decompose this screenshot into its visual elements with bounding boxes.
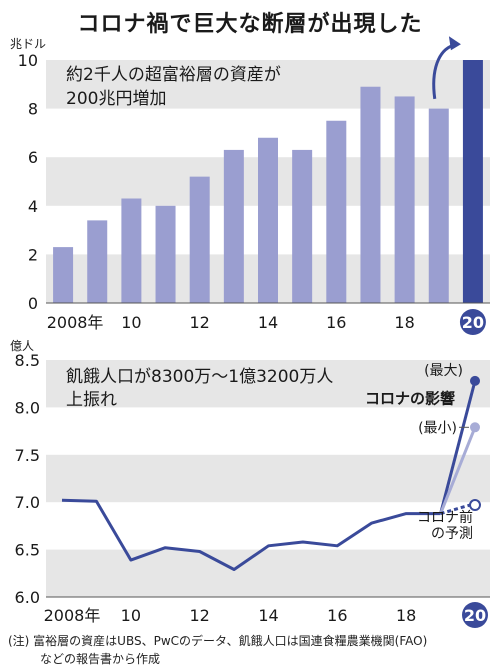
x-tick-label: 2008年: [44, 606, 101, 625]
x-tick-label: 20: [462, 313, 484, 332]
scenario-min-point: [470, 422, 480, 433]
bar: [121, 198, 142, 303]
bar: [155, 205, 176, 303]
y-tick-label: 6.0: [15, 588, 40, 607]
bar-highlight: [462, 60, 483, 303]
bar: [394, 96, 415, 303]
x-tick-label: 10: [121, 606, 141, 625]
scenario-label-precovid: の予測: [431, 526, 473, 542]
footnote-line-2: などの報告書から作成: [40, 652, 161, 666]
y-tick-label: 6: [28, 148, 38, 167]
x-tick-label: 18: [396, 606, 416, 625]
title-bar: コロナ禍で巨大な断層が出現した: [0, 0, 500, 42]
y-tick-label: 6.5: [15, 541, 40, 560]
x-tick-label: 12: [190, 313, 210, 332]
year-badge: [462, 602, 488, 628]
bar: [258, 137, 278, 303]
scenario-max-point: [470, 375, 480, 386]
bar: [87, 220, 108, 303]
scenario-precovid-point: [469, 499, 481, 512]
x-tick-label: 20: [464, 606, 486, 625]
bar: [53, 247, 74, 303]
y-tick-label: 2: [28, 245, 38, 264]
y-tick-label: 8.0: [15, 398, 40, 417]
annotation-line: 上振れ: [66, 390, 117, 410]
x-tick-label: 2008年: [47, 313, 104, 332]
x-tick-label: 10: [121, 313, 141, 332]
scenario-min-line: [439, 426, 477, 515]
x-tick-label: 16: [327, 606, 347, 625]
bar: [292, 149, 313, 303]
bar: [360, 86, 381, 303]
bar: [223, 149, 244, 303]
series-line: [61, 498, 441, 572]
bar: [326, 120, 347, 303]
x-tick-label: 16: [326, 313, 346, 332]
grid-band: [46, 454, 490, 503]
y-tick-label: 8: [28, 100, 38, 119]
grid-band: [46, 549, 490, 597]
scenario-label-max: (最大): [424, 363, 463, 379]
grid-band: [46, 60, 490, 109]
bar: [428, 108, 449, 303]
y-tick-label: 4: [28, 197, 38, 216]
y-tick-label: 8.5: [15, 351, 40, 370]
x-tick-label: 14: [258, 313, 278, 332]
scenario-label-precovid: コロナ前: [417, 509, 473, 526]
chart-title: コロナ禍で巨大な断層が出現した: [77, 12, 423, 37]
annotation-line: 約2千人の超富裕層の資産が: [66, 65, 281, 85]
y-tick-label: 7.0: [15, 493, 40, 512]
scenario-max-line: [439, 380, 477, 514]
x-tick-label: 18: [394, 313, 414, 332]
arrow-head: [448, 36, 461, 51]
grid-band: [46, 360, 490, 408]
y-unit-label: 兆ドル: [10, 37, 46, 51]
bar: [189, 176, 210, 303]
x-tick-label: 14: [258, 606, 278, 625]
footnote-line-1: (注) 富裕層の資産はUBS、PwCのデータ、飢餓人口は国連食糧農業機関(FAO…: [8, 634, 428, 648]
y-tick-label: 10: [18, 51, 38, 70]
arrow-shaft: [432, 44, 454, 100]
y-tick-label: 7.5: [15, 446, 40, 465]
y-tick-label: 0: [28, 294, 38, 313]
year-badge: [459, 309, 486, 335]
scenario-label-min: (最小): [418, 420, 457, 436]
annotation-line: 200兆円増加: [66, 89, 166, 109]
x-tick-label: 12: [189, 606, 209, 625]
annotation-line: 飢餓人口が8300万〜1億3200万人: [66, 367, 333, 387]
y-unit-label: 億人: [10, 339, 34, 353]
covid-impact-label: コロナの影響: [365, 390, 455, 408]
scenario-precovid-line: [440, 503, 471, 516]
